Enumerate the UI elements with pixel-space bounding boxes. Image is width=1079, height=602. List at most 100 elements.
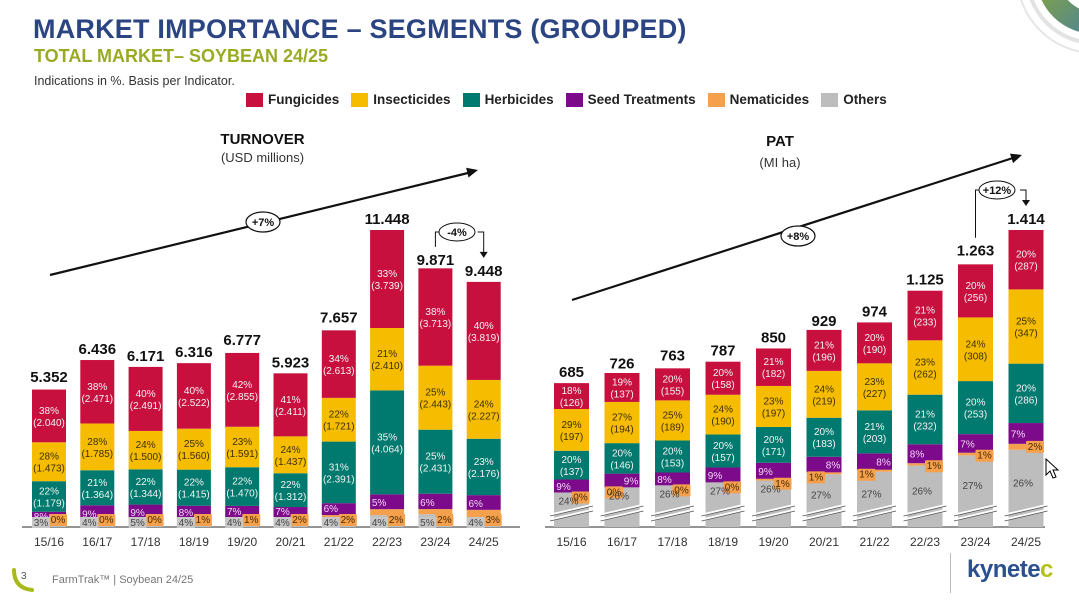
nematicides-label: 0% — [725, 482, 740, 493]
bar-segment-insecticides — [80, 423, 115, 471]
segment-value-label: (203) — [863, 434, 886, 445]
axis-break-mark — [903, 508, 947, 522]
page-subtitle: TOTAL MARKET– SOYBEAN 24/25 — [34, 46, 329, 66]
segment-pct-label: 20% — [1016, 250, 1036, 261]
segment-pct-label: 23% — [864, 377, 884, 388]
others-label: 5% — [420, 518, 435, 529]
seed-treatments-label: 6% — [420, 498, 435, 509]
segment-value-label: (137) — [560, 467, 583, 478]
logo-text: kynete — [967, 556, 1041, 583]
footer-divider — [950, 553, 951, 593]
segment-pct-label: 21% — [864, 422, 884, 433]
segment-pct-label: 22% — [136, 477, 156, 488]
bar-segment-fungicides — [1008, 230, 1044, 290]
bar-20-21: 22%(1.312) 24%(1.437) 41%(2.411) 7%2%4% 5.92… — [272, 354, 310, 529]
axis-break-line — [701, 505, 745, 517]
bar-segment-seed-treatments — [554, 479, 589, 493]
segment-pct-label: 20% — [561, 455, 581, 466]
axis-break-line — [852, 505, 897, 517]
change-label: +12% — [983, 185, 1012, 197]
x-tick-label: 16/17 — [82, 535, 112, 549]
bar-total-label: 1.263 — [957, 243, 995, 260]
axis-break-mark — [953, 508, 998, 522]
bar-segment-fungicides — [554, 383, 589, 410]
nematicides-label: 0% — [674, 485, 689, 496]
axis-break-mark — [650, 508, 695, 522]
legend-swatch — [565, 92, 583, 107]
segment-pct-label: 25% — [662, 410, 682, 421]
legend-swatch — [462, 92, 480, 107]
nematicides-label-box — [571, 491, 590, 504]
bar-segment-seed-treatments — [907, 444, 943, 464]
axis-break-line — [802, 505, 846, 517]
others-label: 26% — [912, 486, 932, 497]
change-bracket-line — [477, 231, 485, 254]
others-label: 4% — [82, 518, 97, 529]
x-tick-label: 22/23 — [372, 535, 402, 549]
change-arrow-head-icon — [1022, 200, 1030, 206]
segment-pct-label: 21% — [377, 349, 397, 360]
segment-pct-label: 34% — [329, 354, 349, 365]
nematicides-label: 1% — [775, 479, 790, 490]
legend-swatch — [821, 92, 839, 107]
axis-break-line — [650, 505, 695, 517]
others-label: 4% — [372, 518, 387, 529]
others-label: 27% — [710, 486, 730, 497]
segment-value-label: (2.855) — [226, 392, 258, 403]
legend-swatch — [351, 92, 369, 107]
legend-label: Others — [843, 92, 887, 107]
x-tick-label: 19/20 — [227, 535, 257, 549]
segment-value-label: (2.431) — [420, 464, 452, 475]
bar-segment-fungicides — [857, 322, 892, 364]
nematicides-label-box — [975, 449, 994, 462]
segment-value-label: (190) — [863, 345, 886, 356]
bar-segment-herbicides — [273, 473, 308, 508]
segment-value-label: (190) — [711, 417, 734, 428]
legend-item-nematicides: Nematicides — [707, 92, 809, 107]
x-tick-label: 23/24 — [420, 535, 450, 549]
bar-segment-fungicides — [958, 264, 993, 318]
segment-pct-label: 25% — [425, 388, 445, 399]
others-label: 4% — [179, 518, 194, 529]
segment-pct-label: 20% — [662, 374, 682, 385]
bar-15-16: 20%(137) 29%(197) 18%(126) 9%0%24% 685 — [549, 364, 594, 527]
seed-treatments-label: 6% — [468, 499, 483, 510]
axis-break-mark — [903, 503, 947, 517]
bar-total-label: 1.414 — [1007, 211, 1045, 228]
legend-swatch — [707, 92, 725, 107]
segment-value-label: (1.415) — [178, 490, 210, 501]
others-label-box — [176, 517, 195, 528]
segment-value-label: (194) — [610, 425, 633, 436]
bar-total-label: 9.448 — [465, 263, 503, 280]
segment-value-label: (146) — [610, 460, 633, 471]
segment-pct-label: 22% — [280, 480, 300, 491]
bar-segment-fungicides — [907, 290, 943, 341]
change-label-ellipse — [438, 222, 476, 242]
segment-pct-label: 21% — [814, 340, 834, 351]
others-label-box — [418, 517, 437, 528]
nematicides-label-box — [605, 486, 623, 499]
legend-label: Herbicides — [484, 92, 554, 107]
nematicides-label: 1% — [196, 515, 211, 526]
segment-pct-label: 40% — [184, 386, 204, 397]
axis-break-mark — [549, 503, 594, 517]
others-label-box — [273, 517, 292, 528]
bar-segment-fungicides — [32, 389, 66, 443]
bar-segment-insecticides — [655, 400, 690, 441]
nematicides-label-box — [290, 514, 309, 526]
others-label: 5% — [130, 518, 145, 529]
segment-value-label: (286) — [1014, 395, 1037, 406]
bar-total-label: 929 — [811, 313, 836, 330]
seed-treatments-label: 9% — [82, 509, 97, 520]
bar-15-16: 22%(1.179)28%(1.473)38%(2.040)8%0%3%5.35… — [30, 369, 68, 529]
seed-treatments-label: 9% — [556, 482, 571, 493]
segment-pct-label: 38% — [425, 307, 445, 318]
bar-17-18: 22%(1.344) 24%(1.500) 40%(2.491) 9%0%5% 6.17… — [127, 348, 165, 529]
bar-16-17: 20%(146) 27%(194) 19%(137) 9%0%26% 726 — [600, 356, 644, 527]
nematicides-label-box — [925, 460, 943, 473]
bar-segment-insecticides — [370, 328, 405, 391]
nematicides-label: 1% — [859, 470, 874, 481]
others-label-box — [128, 517, 147, 528]
seed-treatments-label: 9% — [624, 476, 639, 487]
bar-segment-seed-treatments — [604, 473, 640, 488]
